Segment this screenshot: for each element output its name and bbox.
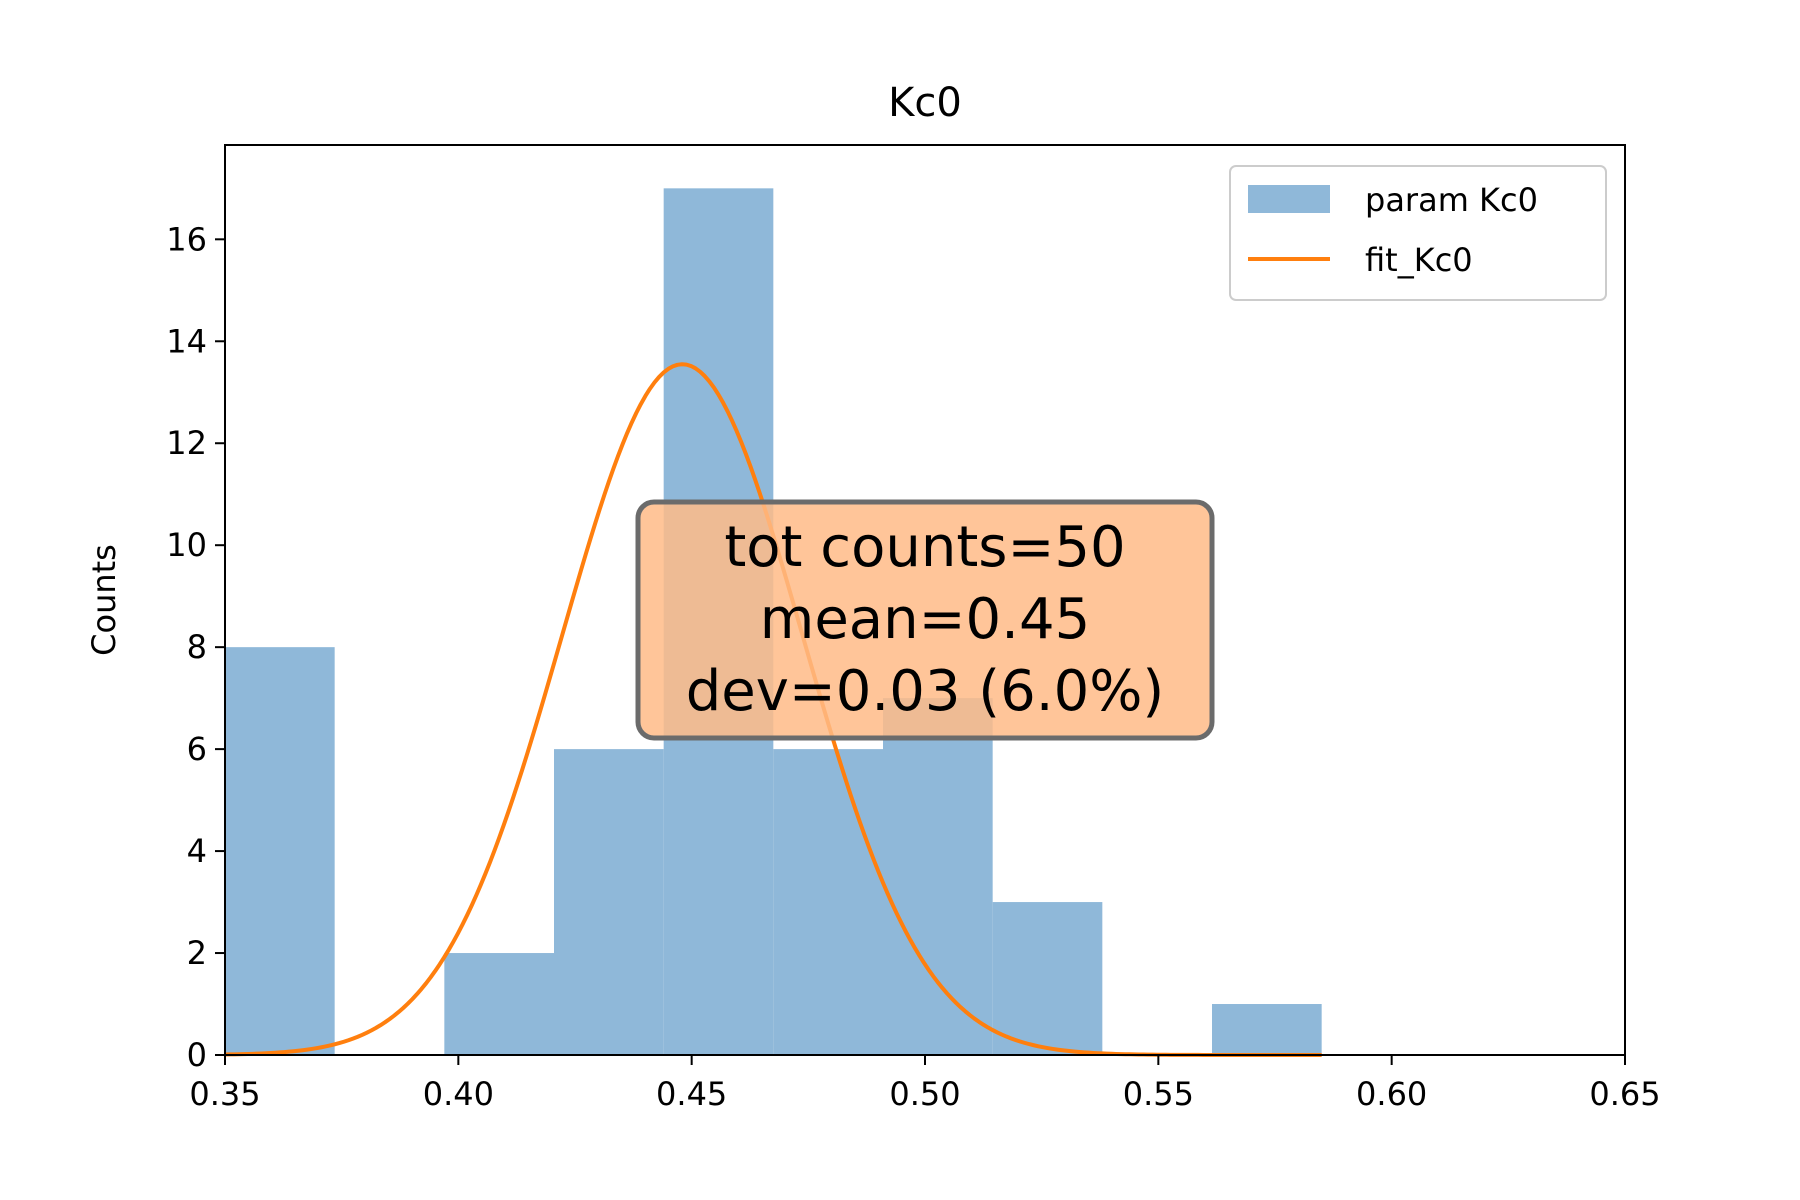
stats-annotation: tot counts=50 mean=0.45 dev=0.03 (6.0%) xyxy=(635,499,1215,741)
stats-box xyxy=(635,499,1215,741)
y-tick-label: 0 xyxy=(187,1036,207,1074)
x-tick-label: 0.65 xyxy=(1589,1075,1660,1113)
x-tick-label: 0.60 xyxy=(1356,1075,1427,1113)
y-tick-label: 14 xyxy=(166,322,207,360)
histogram-bar xyxy=(444,953,554,1055)
legend: param Kc0 fit_Kc0 xyxy=(1229,165,1607,301)
histogram-bar xyxy=(225,647,335,1055)
y-tick-label: 6 xyxy=(187,730,207,768)
histogram-bar xyxy=(883,698,993,1055)
x-tick-label: 0.35 xyxy=(189,1075,260,1113)
legend-label-param: param Kc0 xyxy=(1365,181,1538,219)
histogram-bar xyxy=(773,749,883,1055)
x-axis: 0.35 0.40 0.45 0.50 0.55 0.60 0.65 xyxy=(189,1055,1661,1113)
y-tick-label: 16 xyxy=(166,220,207,258)
y-tick-label: 2 xyxy=(187,934,207,972)
histogram-bar xyxy=(992,902,1103,1055)
stats-line-mean: mean=0.45 xyxy=(760,587,1090,652)
y-tick-label: 8 xyxy=(187,628,207,666)
y-tick-label: 10 xyxy=(166,526,207,564)
x-tick-label: 0.40 xyxy=(423,1075,494,1113)
legend-swatch-param xyxy=(1248,185,1330,213)
x-tick-label: 0.55 xyxy=(1123,1075,1194,1113)
y-tick-label: 12 xyxy=(166,424,207,462)
x-tick-label: 0.45 xyxy=(656,1075,727,1113)
histogram-bar xyxy=(554,749,664,1055)
histogram-bar xyxy=(1212,1004,1322,1055)
y-axis: 0 2 4 6 8 10 12 14 16 xyxy=(166,220,225,1074)
x-tick-label: 0.50 xyxy=(889,1075,960,1113)
legend-label-fit: fit_Kc0 xyxy=(1365,241,1473,279)
y-tick-label: 4 xyxy=(187,832,207,870)
stats-line-counts: tot counts=50 xyxy=(724,515,1125,580)
chart-title: Kc0 xyxy=(888,80,962,126)
stats-line-dev: dev=0.03 (6.0%) xyxy=(686,659,1165,724)
y-axis-label: Counts xyxy=(85,544,123,656)
